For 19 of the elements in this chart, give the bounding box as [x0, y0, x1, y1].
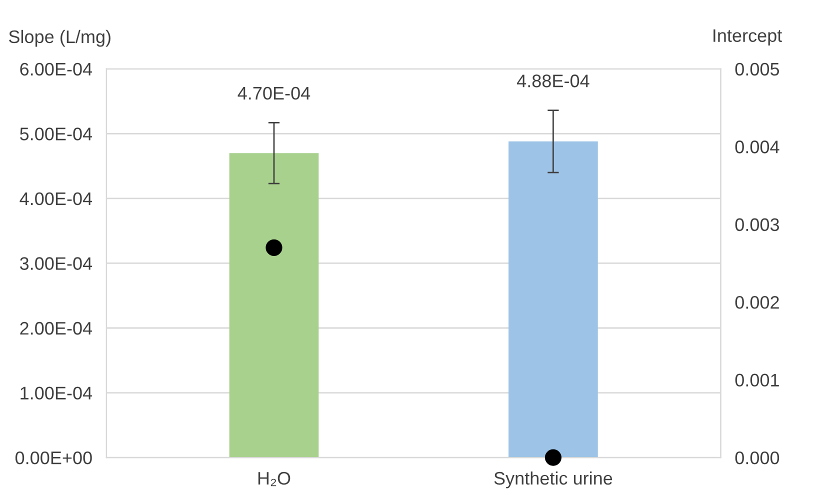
y2-tick-label: 0.002: [735, 296, 779, 309]
data-label: 4.70E-04: [238, 86, 310, 100]
y2-tick-label: 0.001: [735, 374, 779, 387]
y2-tick-label: 0.004: [735, 140, 780, 154]
y2-axis-title: Intercept: [714, 29, 782, 46]
y2-tick-label: 0.005: [735, 62, 780, 76]
y-tick-label: 2.00E-04: [20, 322, 92, 335]
y-tick-label: 6.00E-04: [20, 62, 92, 76]
x-tick-label: Synthetic urine: [494, 471, 612, 488]
y-tick-label: 5.00E-04: [20, 128, 92, 140]
y-tick-label: 0.00E+00: [15, 451, 92, 464]
data-label: 4.88E-04: [516, 74, 590, 88]
x-tick-label: H₂O: [258, 472, 290, 486]
y-tick-label: 1.00E-04: [20, 386, 92, 400]
y-tick-label: 4.00E-04: [20, 192, 92, 206]
y2-tick-label: 0.003: [735, 218, 779, 232]
y-tick-label: 3.00E-04: [20, 257, 92, 270]
y-axis-title: Slope (L/mg): [9, 30, 110, 47]
y2-tick-label: 0.000: [735, 451, 780, 464]
